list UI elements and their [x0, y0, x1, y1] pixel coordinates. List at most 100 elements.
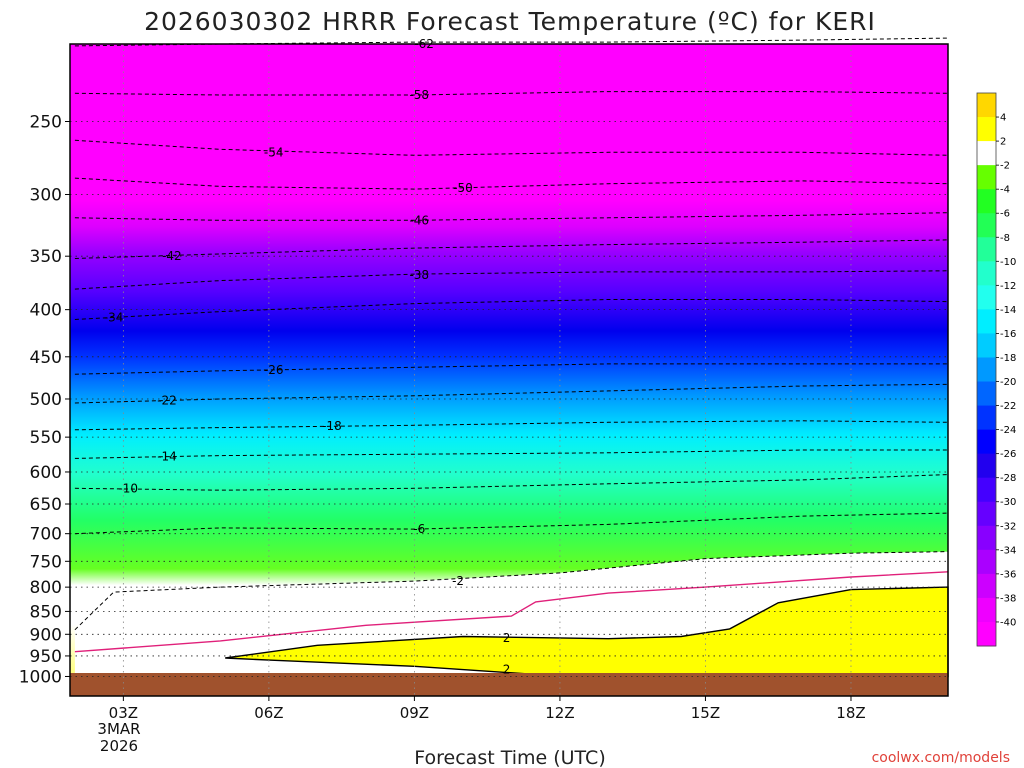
colorbar-swatch — [977, 117, 996, 142]
plot-frame — [69, 43, 949, 697]
colorbar-label: -20 — [1000, 377, 1016, 388]
x-axis-label: Forecast Time (UTC) — [414, 747, 605, 768]
isotherm-line — [74, 474, 949, 491]
x-tick-label: 15Z — [691, 704, 720, 722]
colorbar-label: -22 — [1000, 401, 1016, 412]
isotherm-label: -42 — [162, 249, 182, 263]
colorbar-label: 2 — [1000, 137, 1006, 148]
x-tick-label: 18Z — [836, 704, 865, 722]
date-label-year: 2026 — [100, 737, 138, 755]
colorbar-frame — [976, 92, 997, 647]
colorbar-label: -24 — [1000, 425, 1016, 436]
isotherm-label: -6 — [413, 522, 425, 536]
colorbar-swatch — [977, 309, 996, 334]
isotherm-line — [74, 91, 949, 96]
colorbar-swatch — [977, 381, 996, 407]
colorbar-swatch — [977, 285, 996, 310]
warm-layer-area — [225, 586, 949, 678]
colorbar-label: -12 — [1000, 281, 1016, 292]
isotherm-label: -38 — [409, 268, 429, 282]
colorbar-label: -8 — [1000, 233, 1010, 244]
y-tick-label: 650 — [30, 495, 62, 515]
colorbar-swatch — [977, 573, 996, 599]
x-tick-label: 12Z — [545, 704, 574, 722]
isotherm-line — [74, 239, 949, 259]
isotherm-label: -22 — [157, 394, 177, 408]
colorbar-swatch — [977, 525, 996, 551]
isotherm-label: -26 — [264, 363, 284, 377]
isotherm-label: -10 — [118, 481, 138, 495]
isotherm-label: -46 — [409, 213, 429, 227]
colorbar-label: -6 — [1000, 209, 1010, 220]
colorbar-swatch — [977, 165, 996, 190]
colorbar-swatch — [977, 237, 996, 262]
y-tick-label: 800 — [30, 578, 62, 598]
colorbar-label: -14 — [1000, 305, 1016, 316]
isotherm-label: -34 — [104, 311, 124, 325]
x-axis-ticks: 03Z 06Z 09Z 12Z 15Z 18Z — [109, 696, 866, 722]
colorbar-swatch — [977, 549, 996, 575]
colorbar-label: -18 — [1000, 353, 1016, 364]
zero-degree-isotherm — [74, 571, 949, 653]
colorbar-label: -32 — [1000, 521, 1016, 532]
colorbar-swatch — [977, 621, 996, 647]
colorbar-label: -16 — [1000, 329, 1016, 340]
colorbar-swatch — [977, 333, 996, 358]
colorbar-swatch — [977, 429, 996, 455]
x-tick-label: 03Z — [109, 704, 138, 722]
y-tick-label: 700 — [30, 525, 62, 545]
colorbar-label: -2 — [1000, 161, 1010, 172]
colorbar-label: -34 — [1000, 545, 1016, 556]
isotherm-line — [74, 212, 949, 221]
y-tick-label: 750 — [30, 552, 62, 572]
colorbar-swatch — [977, 189, 996, 214]
colorbar-label: -40 — [1000, 617, 1016, 628]
chart-title: 2026030302 HRRR Forecast Temperature (ºC… — [144, 7, 876, 36]
colorbar-swatch — [977, 453, 996, 479]
y-tick-label: 350 — [30, 247, 62, 267]
warm-contour-labels: 22 — [503, 631, 511, 677]
isotherm-line — [74, 551, 949, 631]
isotherm-label: -50 — [453, 181, 473, 195]
colorbar-label: -26 — [1000, 449, 1016, 460]
colorbar-label: -36 — [1000, 569, 1016, 580]
x-tick-label: 09Z — [400, 704, 429, 722]
colorbar-swatch — [977, 597, 996, 623]
colorbar-swatch — [977, 357, 996, 383]
isotherm-line — [74, 512, 949, 535]
colorbar-label: -10 — [1000, 257, 1016, 268]
warm-contour-label: 2 — [503, 663, 511, 677]
colorbar-swatch — [977, 261, 996, 286]
y-tick-label: 550 — [30, 428, 62, 448]
isotherm-line — [74, 270, 949, 290]
colorbar-label: -30 — [1000, 497, 1016, 508]
isotherm-label: -58 — [409, 88, 429, 102]
isotherm-line — [74, 363, 948, 375]
isotherm-line — [74, 299, 949, 320]
y-tick-label: 1000 — [19, 667, 62, 687]
isotherm-line — [74, 139, 949, 156]
colorbar-swatch — [977, 405, 996, 431]
y-tick-label: 600 — [30, 463, 62, 483]
colorbar-swatch — [977, 213, 996, 238]
colorbar-label: -4 — [1000, 185, 1010, 196]
colorbar-label: 4 — [1000, 113, 1006, 124]
y-tick-label: 900 — [30, 625, 62, 645]
colorbar-label: -28 — [1000, 473, 1016, 484]
isotherm-line — [74, 177, 949, 190]
source-credit[interactable]: coolwx.com/models — [872, 750, 1010, 766]
y-tick-label: 950 — [30, 647, 62, 667]
colorbar-legend: 4 2 -2 -4 -6 -8 -10 -12 -14 -16 -18 -20 -22 -24 -26 -28… — [976, 92, 1016, 647]
colorbar-swatch — [977, 93, 996, 118]
colorbar-label: -38 — [1000, 593, 1016, 604]
isotherm-label: -2 — [452, 574, 464, 588]
colorbar-swatch — [977, 477, 996, 503]
x-tick-label: 06Z — [254, 704, 283, 722]
isotherm-line — [74, 420, 949, 431]
colorbar-swatch — [977, 141, 996, 166]
y-tick-label: 500 — [30, 390, 62, 410]
colorbar-swatch — [977, 501, 996, 527]
y-tick-label: 850 — [30, 602, 62, 622]
plot-area: -62-58-54-50-46-42-38-34-26-22-18-14-10-… — [69, 37, 949, 697]
